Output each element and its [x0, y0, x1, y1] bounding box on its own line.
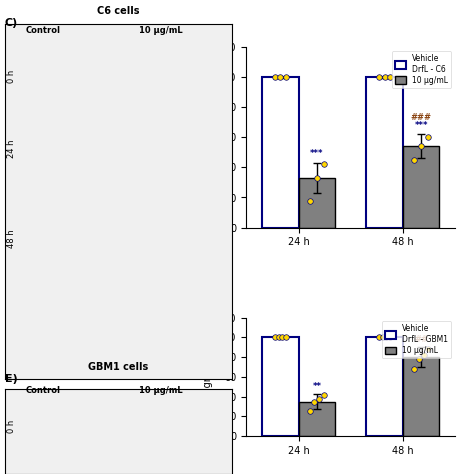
Bar [366, 337, 403, 436]
Text: ###: ### [410, 113, 432, 122]
Legend: Vehicle
DrfL - GBM1, 10 μg/mL: Vehicle DrfL - GBM1, 10 μg/mL [382, 321, 451, 358]
Text: Control: Control [25, 386, 60, 395]
Text: 0 h: 0 h [8, 69, 16, 82]
Text: 24 h: 24 h [8, 140, 16, 158]
Legend: Vehicle
DrfL - C6, 10 μg/mL: Vehicle DrfL - C6, 10 μg/mL [392, 51, 451, 88]
Text: C): C) [5, 18, 18, 28]
Bar [403, 146, 439, 228]
Text: 48 h: 48 h [8, 230, 16, 248]
Text: 10 μg/mL: 10 μg/mL [139, 386, 183, 395]
Text: 0 h: 0 h [8, 420, 16, 433]
Bar [262, 77, 299, 228]
Y-axis label: Cell migration (%): Cell migration (%) [203, 93, 213, 182]
Text: **: ** [312, 382, 321, 391]
Bar [366, 77, 403, 228]
Text: GBM1 cells: GBM1 cells [88, 362, 149, 372]
Text: D: D [209, 38, 220, 53]
Text: Control: Control [25, 26, 60, 35]
Bar [262, 337, 299, 436]
Text: 10 μg/mL: 10 μg/mL [139, 26, 183, 35]
Text: C6 cells: C6 cells [97, 6, 140, 16]
Bar [299, 178, 335, 228]
Text: ***: *** [414, 121, 428, 130]
Text: F: F [209, 312, 219, 326]
Text: ***: *** [310, 149, 324, 158]
Text: E): E) [5, 374, 18, 383]
Bar [299, 401, 335, 436]
Text: ##: ## [414, 335, 428, 344]
Bar [403, 357, 439, 436]
Y-axis label: Cell migration (%): Cell migration (%) [203, 333, 213, 421]
